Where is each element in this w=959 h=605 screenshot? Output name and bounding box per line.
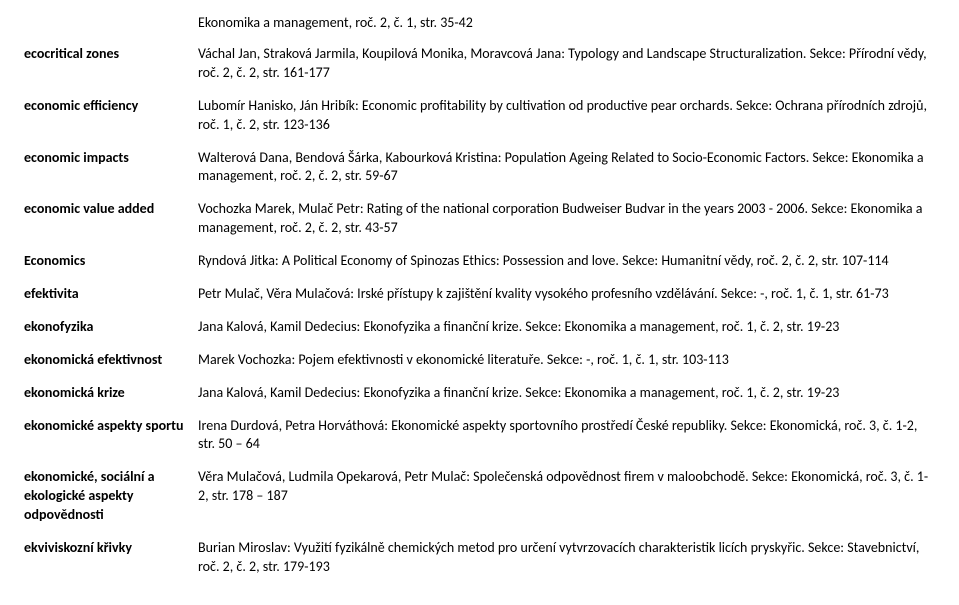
index-definition: Walterová Dana, Bendová Šárka, Kabourkov… bbox=[198, 149, 935, 187]
index-definition: Jana Kalová, Kamil Dedecius: Ekonofyzika… bbox=[198, 318, 935, 337]
index-term: ekonomická krize bbox=[24, 384, 198, 403]
index-definition: Váchal Jan, Straková Jarmila, Koupilová … bbox=[198, 45, 935, 83]
index-term: economic efficiency bbox=[24, 97, 198, 135]
index-definition: Vochozka Marek, Mulač Petr: Rating of th… bbox=[198, 200, 935, 238]
index-row: ekonofyzikaJana Kalová, Kamil Dedecius: … bbox=[24, 318, 935, 337]
index-term: ecocritical zones bbox=[24, 45, 198, 83]
index-term: economic value added bbox=[24, 200, 198, 238]
index-entries: ecocritical zonesVáchal Jan, Straková Ja… bbox=[24, 45, 935, 577]
index-definition: Marek Vochozka: Pojem efektivnosti v eko… bbox=[198, 351, 935, 370]
index-row: EconomicsRyndová Jitka: A Political Econ… bbox=[24, 252, 935, 271]
index-term: economic impacts bbox=[24, 149, 198, 187]
index-definition: Věra Mulačová, Ludmila Opekarová, Petr M… bbox=[198, 468, 935, 525]
index-definition: Lubomír Hanisko, Ján Hribík: Economic pr… bbox=[198, 97, 935, 135]
index-row: economic efficiencyLubomír Hanisko, Ján … bbox=[24, 97, 935, 135]
index-term: ekonomické aspekty sportu bbox=[24, 417, 198, 455]
header-continuation: Ekonomika a management, roč. 2, č. 1, st… bbox=[198, 14, 935, 31]
index-row: ecocritical zonesVáchal Jan, Straková Ja… bbox=[24, 45, 935, 83]
index-row: economic value addedVochozka Marek, Mula… bbox=[24, 200, 935, 238]
index-row: ekviviskozní křivkyBurian Miroslav: Využ… bbox=[24, 539, 935, 577]
index-definition: Petr Mulač, Věra Mulačová: Irské přístup… bbox=[198, 285, 935, 304]
index-term: ekviviskozní křivky bbox=[24, 539, 198, 577]
index-term: ekonomická efektivnost bbox=[24, 351, 198, 370]
index-definition: Jana Kalová, Kamil Dedecius: Ekonofyzika… bbox=[198, 384, 935, 403]
index-row: efektivitaPetr Mulač, Věra Mulačová: Irs… bbox=[24, 285, 935, 304]
index-row: ekonomické, sociální a ekologické aspekt… bbox=[24, 468, 935, 525]
index-definition: Burian Miroslav: Využití fyzikálně chemi… bbox=[198, 539, 935, 577]
index-term: ekonomické, sociální a ekologické aspekt… bbox=[24, 468, 198, 525]
index-definition: Ryndová Jitka: A Political Economy of Sp… bbox=[198, 252, 935, 271]
index-term: efektivita bbox=[24, 285, 198, 304]
index-term: ekonofyzika bbox=[24, 318, 198, 337]
index-row: economic impactsWalterová Dana, Bendová … bbox=[24, 149, 935, 187]
index-row: ekonomická krizeJana Kalová, Kamil Dedec… bbox=[24, 384, 935, 403]
index-row: ekonomické aspekty sportuIrena Durdová, … bbox=[24, 417, 935, 455]
index-definition: Irena Durdová, Petra Horváthová: Ekonomi… bbox=[198, 417, 935, 455]
index-term: Economics bbox=[24, 252, 198, 271]
index-row: ekonomická efektivnostMarek Vochozka: Po… bbox=[24, 351, 935, 370]
